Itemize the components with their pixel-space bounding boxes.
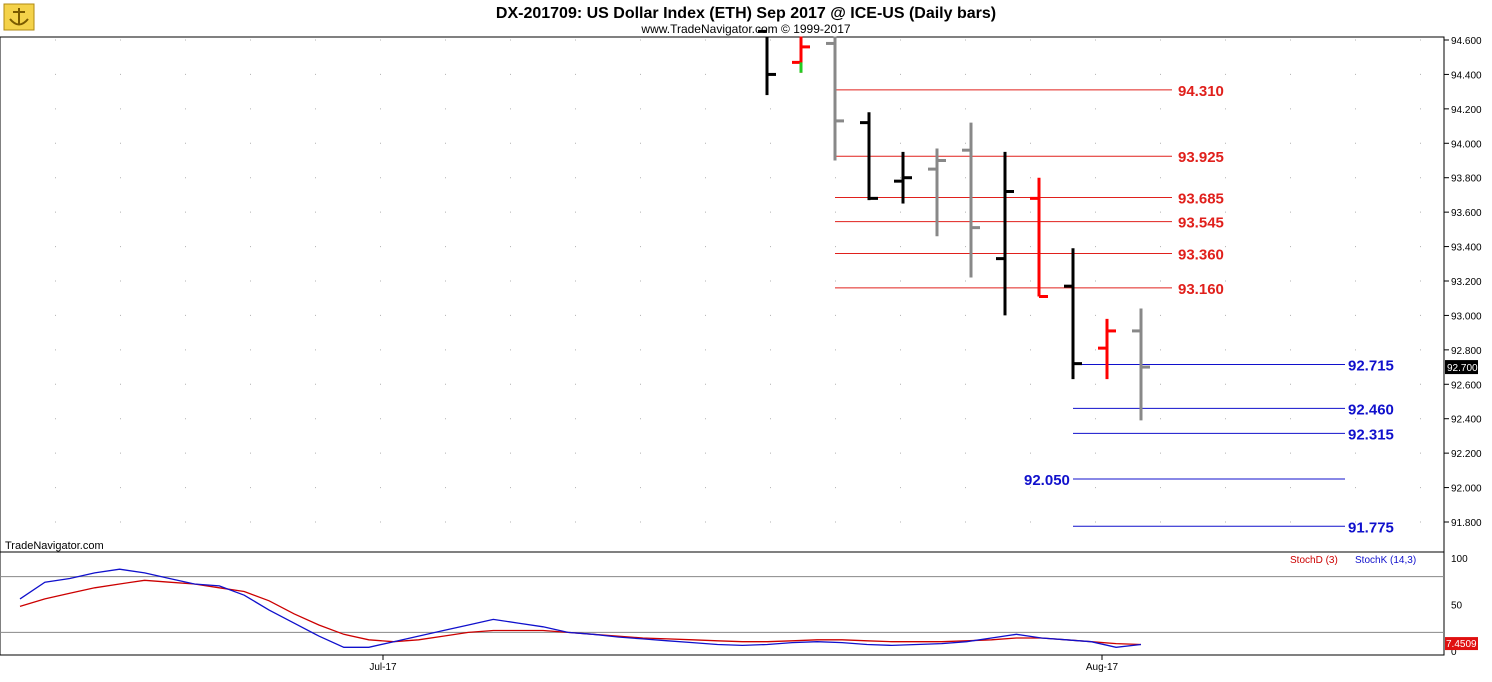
stochastic-panel	[0, 551, 1445, 656]
bars-layer	[758, 29, 1150, 421]
price-bar	[826, 36, 844, 161]
price-tick-label: 93.200	[1451, 277, 1482, 288]
chart-title: DX-201709: US Dollar Index (ETH) Sep 201…	[496, 5, 996, 22]
price-tick-label: 94.400	[1451, 70, 1482, 81]
price-bar	[1132, 308, 1150, 421]
price-bar	[758, 29, 776, 96]
grid-dots	[55, 39, 1421, 523]
grid-dot-path	[55, 39, 1421, 523]
stoch-tick-label: 100	[1451, 554, 1468, 565]
legend-stochk: StochK (14,3)	[1355, 555, 1416, 566]
price-bar	[860, 112, 878, 201]
blue-level-label: 92.315	[1348, 426, 1394, 443]
price-tick-label: 93.000	[1451, 311, 1482, 322]
stoch-current-label: 7.4509	[1446, 639, 1477, 650]
stoch-current-badge	[1445, 637, 1478, 651]
price-tick-label: 94.200	[1451, 105, 1482, 116]
blue-level-label: 92.460	[1348, 401, 1394, 418]
red-level-label: 93.545	[1178, 215, 1224, 232]
price-tick-label: 93.600	[1451, 208, 1482, 219]
price-axis: 94.600 94.400 94.200 94.000 93.800 93.600 93.4…	[1444, 36, 1482, 529]
blue-level-label: 92.715	[1348, 357, 1394, 374]
red-level-label: 94.310	[1178, 83, 1224, 100]
price-bar	[1098, 318, 1116, 380]
price-tick-label: 93.400	[1451, 243, 1482, 254]
red-level-label: 93.925	[1178, 149, 1224, 166]
date-tick-label: Aug-17	[1086, 662, 1119, 673]
current-price-badge	[1445, 360, 1478, 375]
price-bar	[928, 148, 946, 237]
chart-subtitle: www.TradeNavigator.com © 1999-2017	[640, 22, 850, 36]
stoch-tick-label: 50	[1451, 601, 1463, 612]
anchor-icon	[3, 3, 35, 31]
price-tick-label: 92.400	[1451, 415, 1482, 426]
blue-level-label: 91.775	[1348, 519, 1394, 536]
price-bar	[1064, 248, 1082, 380]
header: DX-201709: US Dollar Index (ETH) Sep 201…	[496, 5, 996, 36]
date-tick-label: Jul-17	[369, 662, 397, 673]
price-tick-label: 92.000	[1451, 484, 1482, 495]
price-tick-label: 92.800	[1451, 346, 1482, 357]
price-tick-label: 94.000	[1451, 139, 1482, 150]
price-tick-label: 91.800	[1451, 518, 1482, 529]
red-level-label: 93.360	[1178, 246, 1224, 263]
legend-stochd: StochD (3)	[1290, 555, 1338, 566]
price-tick-label: 92.200	[1451, 449, 1482, 460]
date-axis: Jul-17 Aug-17	[369, 655, 1119, 673]
price-bar	[962, 122, 980, 278]
price-tick-label: 92.600	[1451, 380, 1482, 391]
current-price-label: 92.700	[1447, 363, 1478, 374]
red-level-label: 93.685	[1178, 191, 1224, 208]
price-tick-label: 94.600	[1451, 36, 1482, 47]
red-level-label: 93.160	[1178, 281, 1224, 298]
stochastic-layer: 100 50 07.4509	[0, 554, 1478, 658]
price-bar	[894, 151, 912, 204]
blue-level-label: 92.050	[1024, 472, 1070, 489]
price-tick-label: 93.800	[1451, 174, 1482, 185]
price-bar	[1030, 177, 1048, 298]
stoch-tick-label: 0	[1451, 647, 1457, 658]
watermark: TradeNavigator.com	[5, 540, 104, 552]
price-bar	[996, 151, 1014, 316]
price-panel	[0, 36, 1445, 553]
stochk-line	[19, 568, 1142, 648]
